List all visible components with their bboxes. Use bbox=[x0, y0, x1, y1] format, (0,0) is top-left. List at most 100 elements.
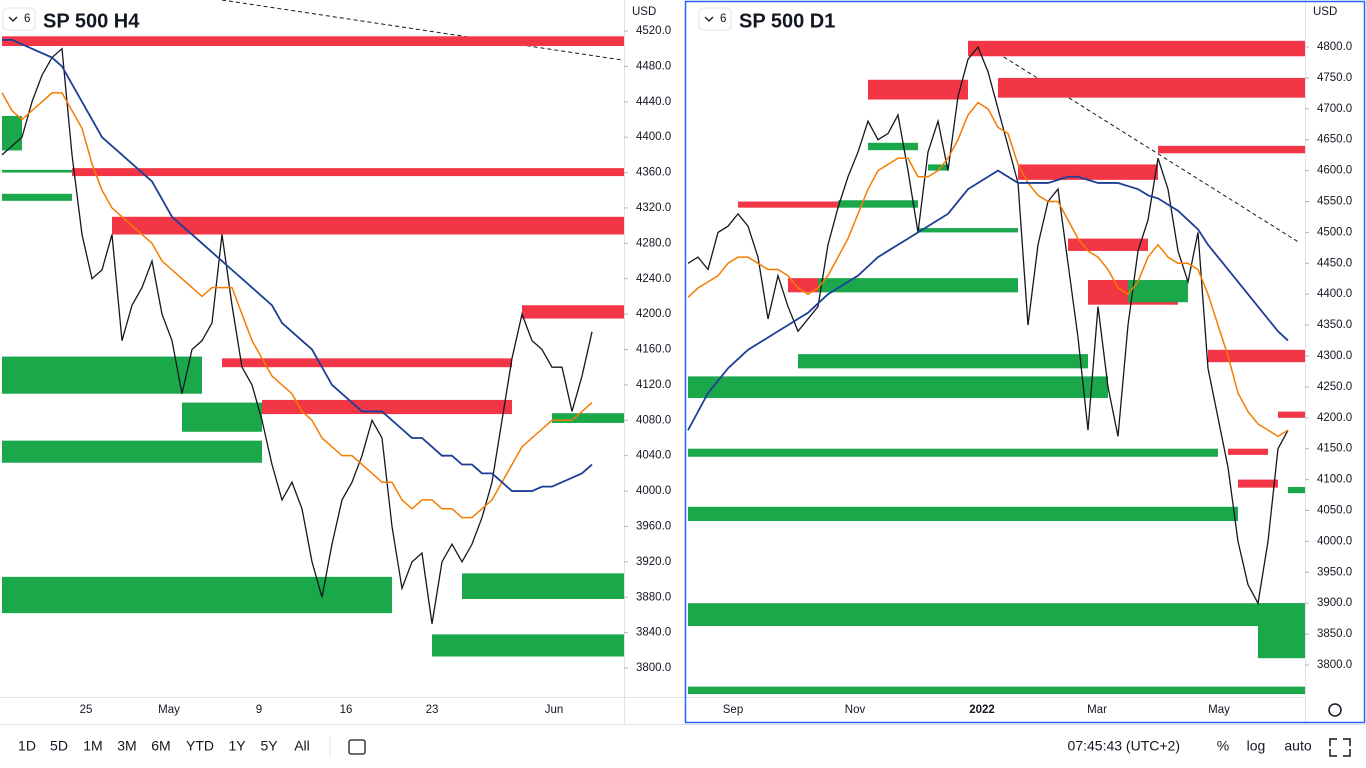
price-line bbox=[1, 47, 593, 624]
price-tick-label: 4300.0 bbox=[1317, 350, 1352, 362]
supply-zone bbox=[522, 305, 624, 319]
demand-zone bbox=[838, 200, 918, 208]
scale-option[interactable]: log bbox=[1247, 738, 1266, 754]
range-button[interactable]: YTD bbox=[186, 738, 214, 754]
supply-zone bbox=[788, 278, 818, 293]
demand-zone bbox=[1258, 603, 1305, 659]
price-tick-label: 4450.0 bbox=[1317, 257, 1352, 269]
plot bbox=[1, 36, 624, 657]
settings-icon[interactable] bbox=[1328, 703, 1342, 717]
range-button[interactable]: 5D bbox=[50, 738, 68, 754]
chart-title: SP 500 H4 bbox=[43, 10, 140, 32]
demand-zone bbox=[928, 164, 948, 171]
price-tick-label: 4480.0 bbox=[636, 60, 671, 72]
price-line bbox=[687, 45, 1289, 606]
interval-button[interactable] bbox=[698, 7, 732, 31]
price-tick-label: 4350.0 bbox=[1317, 319, 1352, 331]
price-tick-label: 3880.0 bbox=[636, 591, 671, 603]
range-button[interactable]: 1D bbox=[18, 738, 36, 754]
demand-zone bbox=[462, 573, 624, 599]
range-button[interactable]: 5Y bbox=[260, 738, 278, 754]
demand-zone bbox=[2, 440, 262, 463]
supply-zone bbox=[112, 216, 624, 235]
supply-zone bbox=[72, 168, 624, 177]
price-tick-label: 4400.0 bbox=[636, 131, 671, 143]
time-label: 2022 bbox=[969, 704, 995, 716]
price-tick-label: 4050.0 bbox=[1317, 505, 1352, 517]
chart-title: SP 500 D1 bbox=[739, 10, 835, 32]
time-label: Jun bbox=[545, 704, 564, 716]
demand-zone bbox=[1128, 279, 1188, 303]
time-label: 9 bbox=[256, 704, 262, 716]
demand-zone bbox=[688, 603, 1305, 627]
price-tick-label: 4240.0 bbox=[636, 273, 671, 285]
demand-zone bbox=[688, 686, 1305, 695]
price-tick-label: 4200.0 bbox=[636, 308, 671, 320]
scale-option[interactable]: % bbox=[1217, 738, 1229, 754]
price-tick-label: 4120.0 bbox=[636, 379, 671, 391]
price-tick-label: 4000.0 bbox=[636, 485, 671, 497]
moving-average bbox=[1, 92, 593, 519]
demand-zone bbox=[2, 356, 202, 394]
price-tick-label: 4550.0 bbox=[1317, 196, 1352, 208]
interval-badge: 6 bbox=[24, 13, 30, 25]
clock: 07:45:43 (UTC+2) bbox=[1068, 738, 1180, 754]
supply-zone bbox=[998, 77, 1305, 98]
price-tick-label: 4280.0 bbox=[636, 237, 671, 249]
supply-zone bbox=[1208, 349, 1305, 363]
demand-zone bbox=[182, 402, 262, 432]
time-label: 23 bbox=[426, 704, 439, 716]
price-tick-label: 4500.0 bbox=[1317, 226, 1352, 238]
interval-button[interactable] bbox=[2, 7, 36, 31]
time-label: May bbox=[158, 704, 180, 716]
calendar-icon[interactable] bbox=[348, 739, 366, 755]
price-tick-label: 4700.0 bbox=[1317, 103, 1352, 115]
range-button[interactable]: All bbox=[294, 738, 310, 754]
moving-average bbox=[2, 38, 593, 492]
price-tick-label: 3800.0 bbox=[1317, 659, 1352, 671]
range-button[interactable]: 1Y bbox=[228, 738, 246, 754]
currency-label: USD bbox=[1313, 6, 1337, 18]
supply-zone bbox=[1018, 164, 1158, 180]
fullscreen-icon[interactable] bbox=[1329, 738, 1351, 757]
price-tick-label: 4250.0 bbox=[1317, 381, 1352, 393]
price-tick-label: 4000.0 bbox=[1317, 535, 1352, 547]
supply-zone bbox=[1228, 448, 1268, 455]
price-tick-label: 4360.0 bbox=[636, 167, 671, 179]
range-button[interactable]: 3M bbox=[117, 738, 136, 754]
moving-average bbox=[687, 169, 1289, 431]
supply-zone bbox=[868, 79, 968, 100]
chevron-icon bbox=[8, 16, 18, 22]
trend-line bbox=[221, 0, 623, 61]
scale-option[interactable]: auto bbox=[1284, 738, 1311, 754]
time-label: May bbox=[1208, 704, 1230, 716]
supply-zone bbox=[1068, 238, 1148, 251]
demand-zone bbox=[1288, 487, 1305, 494]
demand-zone bbox=[918, 228, 1018, 233]
price-tick-label: 3920.0 bbox=[636, 556, 671, 568]
plot bbox=[687, 40, 1305, 695]
price-tick-label: 4600.0 bbox=[1317, 165, 1352, 177]
range-button[interactable]: 6M bbox=[151, 738, 170, 754]
price-tick-label: 4800.0 bbox=[1317, 41, 1352, 53]
supply-zone bbox=[1278, 411, 1305, 418]
price-tick-label: 4320.0 bbox=[636, 202, 671, 214]
supply-zone bbox=[1238, 479, 1278, 488]
demand-zone bbox=[688, 506, 1238, 522]
supply-zone bbox=[222, 358, 512, 368]
demand-zone bbox=[2, 169, 72, 173]
price-tick-label: 4040.0 bbox=[636, 450, 671, 462]
supply-zone bbox=[262, 399, 512, 415]
chevron-icon bbox=[704, 16, 714, 22]
price-tick-label: 3850.0 bbox=[1317, 628, 1352, 640]
time-label: Mar bbox=[1087, 704, 1107, 716]
demand-zone bbox=[432, 634, 624, 657]
demand-zone bbox=[688, 448, 1218, 457]
demand-zone bbox=[818, 278, 1018, 293]
range-button[interactable]: 1M bbox=[83, 738, 102, 754]
demand-zone bbox=[688, 376, 1108, 399]
price-tick-label: 4750.0 bbox=[1317, 72, 1352, 84]
demand-zone bbox=[868, 142, 918, 151]
